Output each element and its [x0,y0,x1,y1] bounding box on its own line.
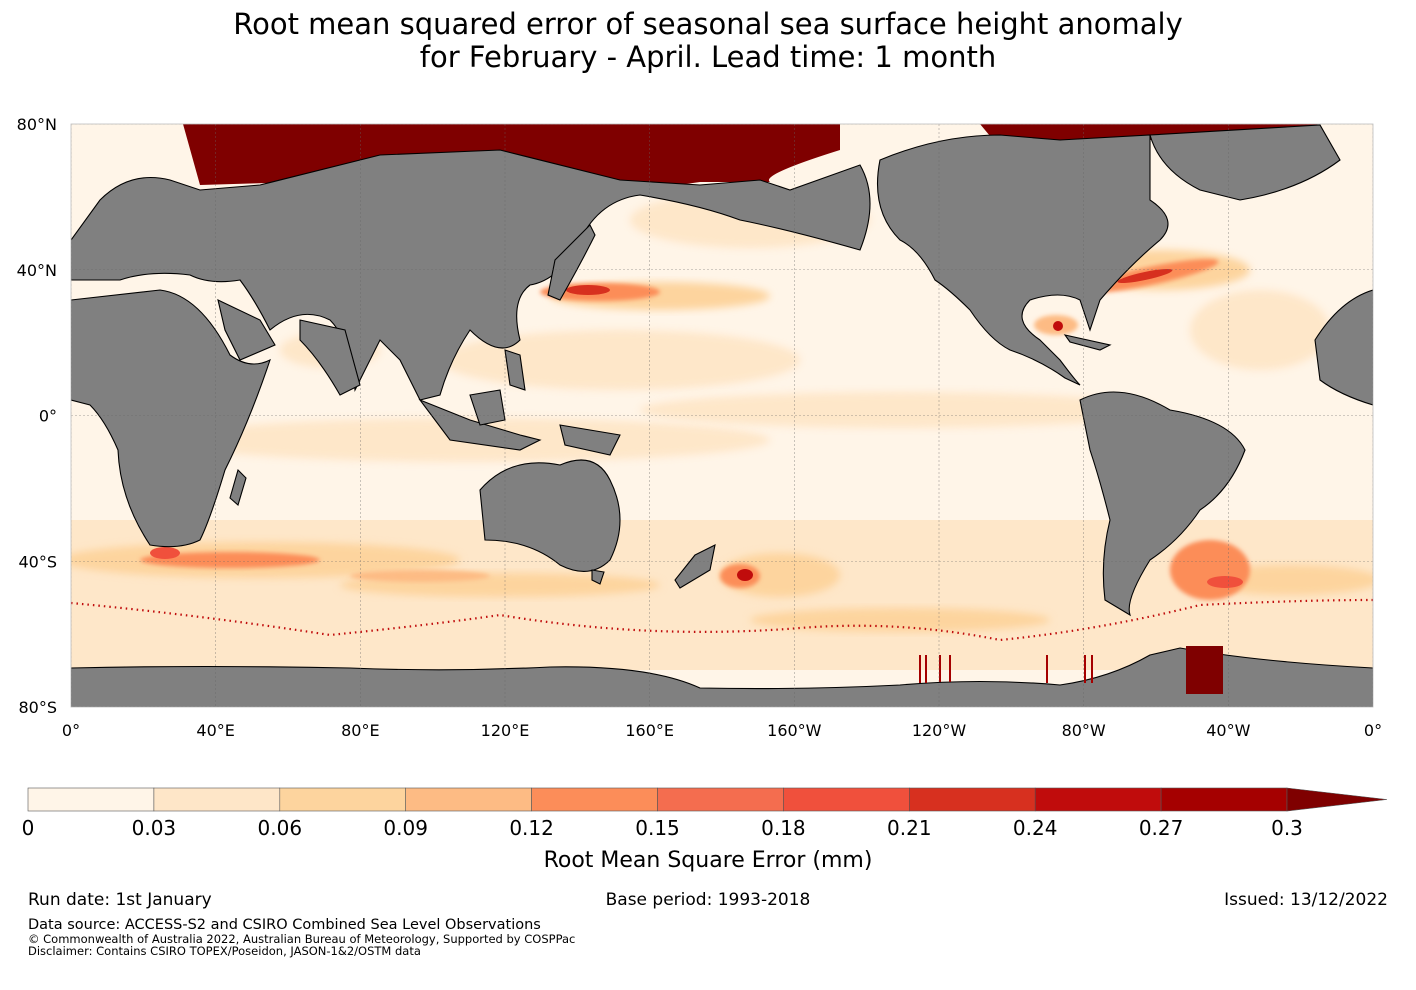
disclaimer: Disclaimer: Contains CSIRO TOPEX/Poseido… [28,944,421,958]
y-tick-label-4: 80°S [18,698,57,717]
colorbar-tick-5: 0.15 [635,816,680,840]
land-africa [71,289,271,548]
colorbar-tick-8: 0.24 [1013,816,1058,840]
y-tick-label-3: 40°S [18,552,57,571]
colorbar-segment-3 [405,787,532,812]
colorbar-tick-10: 0.3 [1271,816,1303,840]
copyright: © Commonwealth of Australia 2022, Austra… [28,932,576,946]
land-antarctica [71,647,1373,707]
land-australia [479,459,621,572]
weddell-sea-high-error [1186,646,1223,694]
land-madagascar [229,468,247,506]
land-philippines [504,349,526,391]
colorbar-segment-8 [1034,787,1162,812]
colorbar-extend-arrow [1286,787,1388,812]
colorbar-tick-labels: 0 0.03 0.06 0.09 0.12 0.15 0.18 0.21 0.24 0.27 0.3 [22,816,1303,840]
x-tick-label-9: 0° [1364,721,1382,740]
base-period: Base period: 1993-2018 [605,890,811,910]
x-tick-label-6: 120°W [912,721,967,740]
land-europe-east [1314,289,1373,406]
x-tick-label-0: 0° [62,721,80,740]
land-south-america [1079,391,1246,617]
southern-ice-edge-dots [71,598,1373,642]
land-greenland [1149,124,1341,201]
x-axis-tick-labels: 0° 40°E 80°E 120°E 160°E 160°W 120°W 80°W 40°W 0° [62,721,1382,740]
x-tick-label-1: 40°E [196,721,234,740]
colorbar-tick-9: 0.27 [1139,816,1184,840]
land-north-america [877,134,1169,386]
colorbar-segment-5 [657,787,784,812]
land-tasmania [591,569,605,585]
run-date: Run date: 1st January [28,890,212,910]
colorbar-tick-7: 0.21 [887,816,932,840]
land-arabia [217,299,276,361]
x-tick-label-7: 80°W [1062,721,1106,740]
land-cuba [1063,334,1112,351]
colorbar-tick-3: 0.09 [383,816,428,840]
map-frame [70,123,1374,708]
sea-level-error-map: 0° 40°E 80°E 120°E 160°E 160°W 120°W 80°W 40°W 0°… [17,115,1388,873]
land-eurasia [71,149,871,401]
land-japan [547,224,596,301]
map-gridlines [71,124,1373,707]
y-tick-label-2: 0° [39,407,57,426]
x-tick-label-5: 160°W [767,721,822,740]
colorbar-label: Root Mean Square Error (mm) [544,848,873,873]
colorbar-tick-2: 0.06 [258,816,303,840]
land-india [299,319,361,396]
chart-title-line-2: for February - April. Lead time: 1 month [419,40,997,74]
colorbar-tick-6: 0.18 [761,816,806,840]
issued-date: Issued: 13/12/2022 [1224,890,1388,910]
colorbar-segment-4 [531,787,658,812]
x-tick-label-3: 120°E [481,721,530,740]
x-tick-label-8: 40°W [1206,721,1250,740]
ross-sea-high-error-bars [919,655,1093,683]
land-new-zealand [674,544,716,589]
colorbar-tick-0: 0 [22,816,35,840]
colorbar-segment-7 [908,787,1036,812]
x-tick-label-2: 80°E [341,721,379,740]
y-axis-tick-labels: 80°N 40°N 0° 40°S 80°S [17,115,57,717]
x-tick-label-4: 160°E [625,721,674,740]
colorbar-segment-1 [153,787,281,812]
colorbar-tick-4: 0.12 [509,816,554,840]
data-source: Data source: ACCESS-S2 and CSIRO Combine… [28,917,541,933]
colorbar-segment-9 [1160,787,1288,812]
y-tick-label-0: 80°N [17,115,57,134]
y-tick-label-1: 40°N [17,261,57,280]
colorbar-segment-2 [279,787,406,812]
error-field-peaks [150,268,1243,588]
chart-title-line-1: Root mean squared error of seasonal sea … [233,7,1183,41]
land-new-guinea [559,424,621,456]
colorbar [27,787,1388,812]
colorbar-segment-0 [27,787,155,812]
colorbar-segment-6 [783,787,910,812]
land-masses [71,124,1373,707]
colorbar-tick-1: 0.03 [132,816,177,840]
